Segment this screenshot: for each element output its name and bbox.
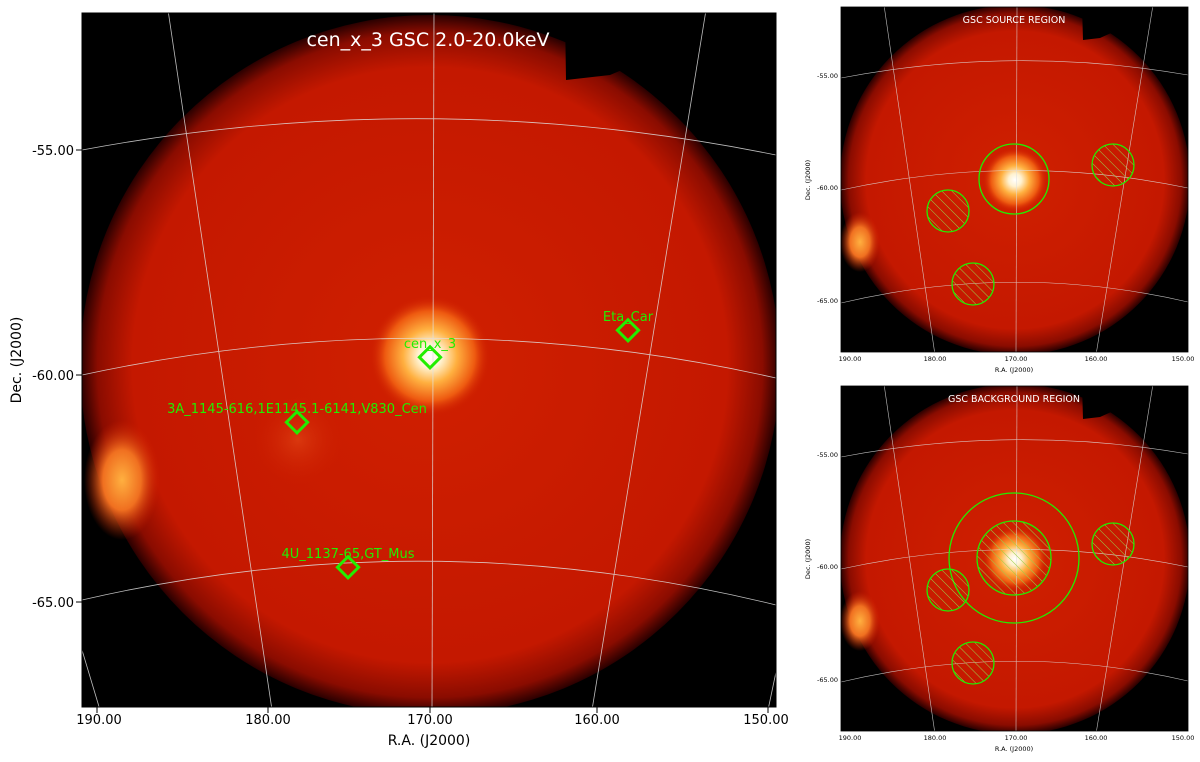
main-title: cen_x_3 GSC 2.0-20.0keV [306, 29, 549, 51]
source-region-title: GSC SOURCE REGION [963, 15, 1066, 26]
x-tick-label: 160.00 [574, 713, 620, 728]
excluded-source-circles [926, 143, 1135, 306]
source-marker-eta-car [615, 317, 641, 344]
x-tick-label: 170.00 [1005, 734, 1028, 742]
x-tick-label: 190.00 [839, 734, 862, 742]
x-tick-label: 170.00 [407, 713, 453, 728]
y-tick-label: -65.00 [817, 297, 838, 305]
x-tick-label: 190.00 [839, 355, 862, 363]
background-region-panel: GSC BACKGROUND REGION -55.00 -60.00 -65.… [800, 379, 1200, 758]
coordinate-grid [82, 13, 776, 707]
x-tick-label: 150.00 [1172, 734, 1195, 742]
x-tick-label: 150.00 [1172, 355, 1195, 363]
y-axis-label: Dec. (J2000) [804, 539, 812, 579]
background-annulus-outer [948, 492, 1080, 624]
source-label-eta-car: Eta_Car [603, 310, 654, 325]
excluded-regions [926, 520, 1135, 685]
x-axis-label: R.A. (J2000) [995, 745, 1033, 753]
source-extraction-circle [978, 143, 1050, 215]
y-tick-label: -65.00 [32, 596, 74, 611]
y-tick-label: -55.00 [32, 144, 74, 159]
y-tick-label: -60.00 [32, 369, 74, 384]
source-label-cen-x-3: cen_x_3 [404, 337, 456, 352]
x-tick-label: 180.00 [924, 734, 947, 742]
main-sky-image-panel: cen_x_3 Eta_Car 3A_1145-616,1E1145.1-614… [9, 12, 789, 749]
source-label-3a-1145: 3A_1145-616,1E1145.1-6141,V830_Cen [167, 402, 427, 417]
x-axis-label: R.A. (J2000) [995, 366, 1033, 374]
y-tick-label: -60.00 [817, 184, 838, 192]
x-tick-label: 160.00 [1085, 734, 1108, 742]
source-marker-4u-1137 [335, 554, 361, 581]
background-region-image: GSC BACKGROUND REGION -55.00 -60.00 -65.… [804, 385, 1195, 753]
x-tick-label: 160.00 [1085, 355, 1108, 363]
x-axis-label: R.A. (J2000) [388, 733, 471, 749]
x-tick-label: 180.00 [924, 355, 947, 363]
background-region-title: GSC BACKGROUND REGION [948, 394, 1080, 405]
main-sky-image: cen_x_3 Eta_Car 3A_1145-616,1E1145.1-614… [9, 12, 789, 749]
x-tick-label: 190.00 [76, 713, 122, 728]
y-tick-label: -60.00 [817, 563, 838, 571]
source-label-4u-1137: 4U_1137-65,GT_Mus [281, 547, 414, 562]
source-marker-cen-x-3 [417, 344, 443, 371]
source-marker-3a-1145 [284, 409, 310, 436]
x-tick-label: 150.00 [743, 713, 789, 728]
edge-source-glow [84, 420, 160, 540]
bright-source-glow [370, 296, 490, 416]
y-tick-label: -55.00 [817, 72, 838, 80]
x-tick-label: 180.00 [245, 713, 291, 728]
y-tick-label: -65.00 [817, 676, 838, 684]
y-axis-label: Dec. (J2000) [9, 317, 25, 404]
source-region-panel: GSC SOURCE REGION -55.00 -60.00 -65.00 1… [800, 0, 1200, 379]
y-tick-label: -55.00 [817, 451, 838, 459]
source-region-image: GSC SOURCE REGION -55.00 -60.00 -65.00 1… [804, 6, 1195, 374]
y-axis-label: Dec. (J2000) [804, 160, 812, 200]
x-tick-label: 170.00 [1005, 355, 1028, 363]
